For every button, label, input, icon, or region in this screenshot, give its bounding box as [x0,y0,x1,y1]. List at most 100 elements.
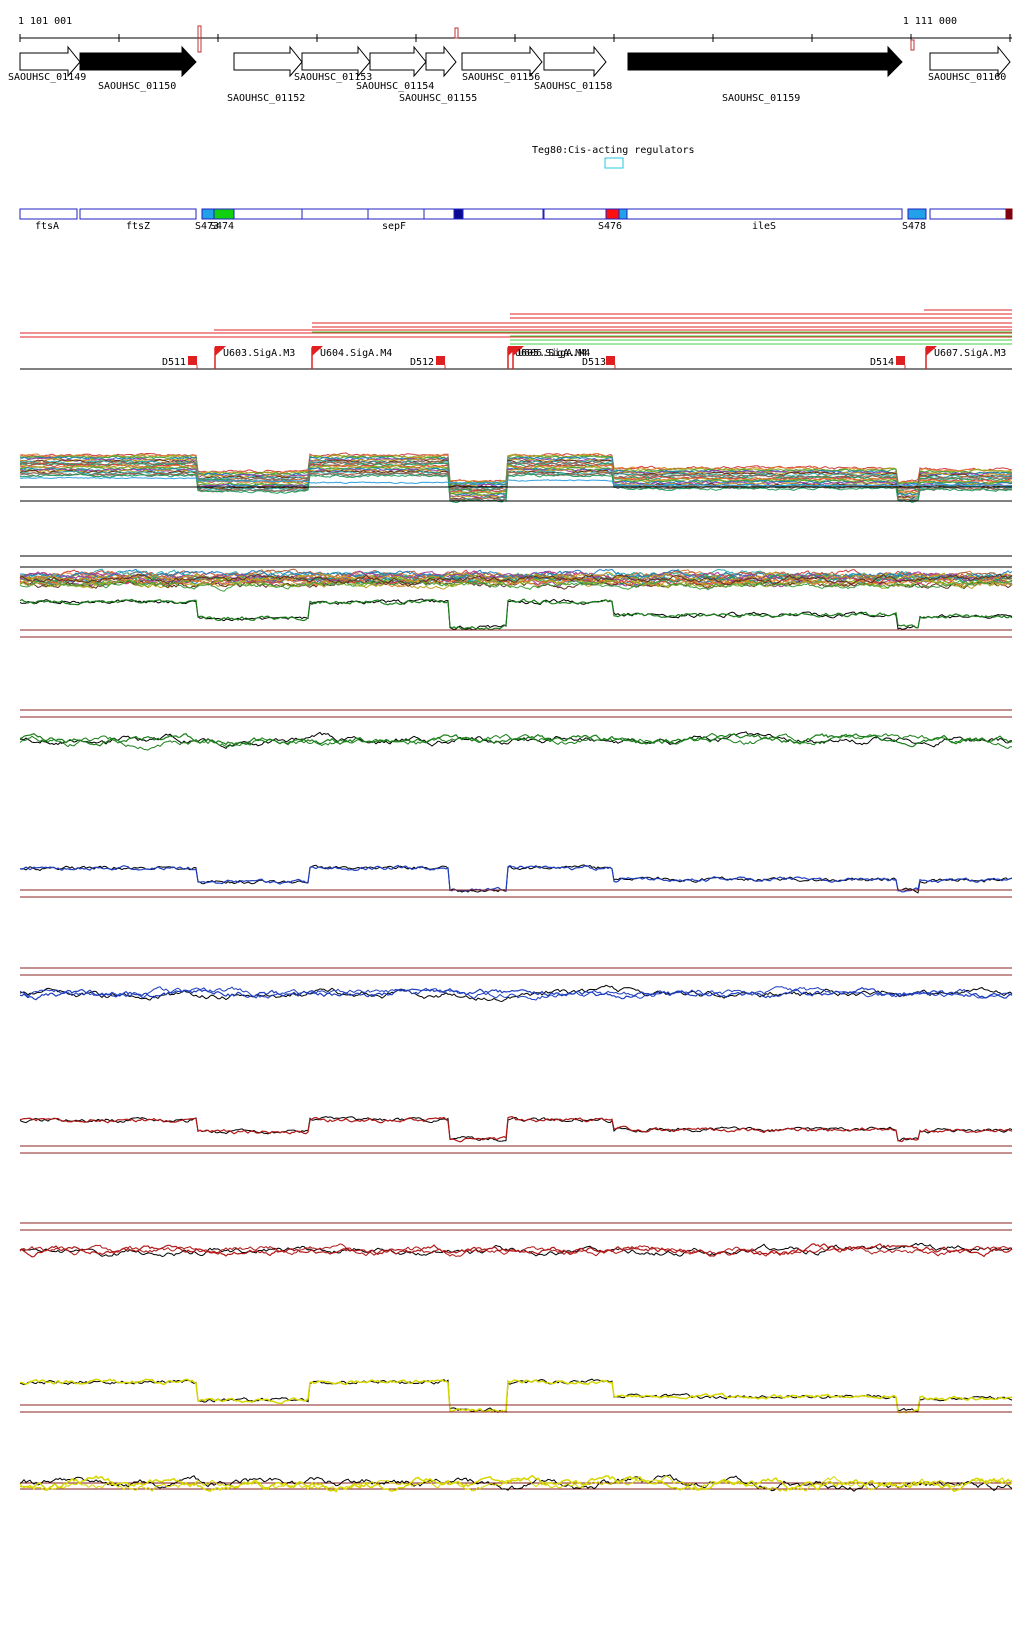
segment-label: ftsA [35,221,59,232]
terminator-label: D513 [582,357,606,368]
segment-box[interactable] [453,208,464,220]
gene-track: SAOUHSC_01149 SAOUHSC_01150 SAOUHSC_0115… [8,45,1011,104]
promoter-marker[interactable]: U603.SigA.M3 [214,346,295,369]
segment-box[interactable] [543,208,607,220]
regulator-annotation: Teg80:Cis-acting regulators [532,145,695,169]
expression-line [19,1474,1013,1492]
gene-arrow[interactable] [627,45,903,78]
segment-label: S473 [195,221,219,232]
segment-box[interactable] [233,208,303,220]
segment-label: S478 [902,221,926,232]
sample-line [19,573,1013,586]
gene-arrow[interactable] [929,45,1011,78]
expression-line [19,732,1013,748]
segment-label: sepF [382,221,406,232]
gene-label: SAOUHSC_01158 [534,81,612,92]
gene-label: SAOUHSC_01160 [928,72,1006,83]
segment-box[interactable] [618,208,628,220]
end-coordinate: 1 111 000 [903,16,957,27]
segment-box[interactable] [907,208,927,220]
segment-box[interactable] [79,208,197,220]
terminator-marker[interactable]: D514 [870,356,906,369]
expression-line [19,1475,1013,1492]
segment-box[interactable] [367,208,425,220]
terminator-marker[interactable]: D512 [410,356,446,369]
sample-line [19,578,1013,590]
gene-arrow[interactable] [425,45,457,78]
gene-label: SAOUHSC_01159 [722,93,800,104]
promoter-label: U605.SigA.M4 [515,348,587,359]
ruler-marker [197,25,202,53]
sample-line [19,571,1013,583]
expression-line [19,598,1013,631]
sample-line [19,476,1013,487]
gene-arrow[interactable] [19,45,81,78]
gene-label: SAOUHSC_01152 [227,93,305,104]
expression-line [19,598,1013,631]
segment-box[interactable] [462,208,544,220]
sample-line [19,455,1013,486]
sample-line [19,462,1013,493]
ruler-marker [454,27,459,39]
gene-arrow[interactable] [461,45,543,78]
segment-label: S474 [210,221,234,232]
promoter-label: U607.SigA.M3 [934,348,1006,359]
expression-tracks [19,452,1013,1493]
gene-label: SAOUHSC_01155 [399,93,477,104]
sample-line [19,461,1013,492]
terminator-marker[interactable]: D513 [582,356,616,369]
sample-line [19,578,1013,592]
regulatory-elements: U603.SigA.M3 U604.SigA.M4 U605.SigA.M4 U… [162,346,1006,369]
gene-label: SAOUHSC_01153 [294,72,372,83]
expression-line [19,1115,1013,1143]
expression-line [19,1243,1013,1258]
ruler-ticks [19,34,1011,42]
segment-box[interactable] [423,208,455,220]
gene-label: SAOUHSC_01150 [98,81,176,92]
expression-line [19,1378,1013,1413]
start-coordinate: 1 101 001 [18,16,72,27]
promoter-marker[interactable]: U606.SigA.M4 [512,346,590,369]
segment-box[interactable] [19,208,78,220]
promoter-marker[interactable]: U604.SigA.M4 [311,346,392,369]
sample-line [19,575,1012,590]
ruler-marker [910,39,915,51]
segment-box[interactable] [626,208,903,220]
transcript-track [20,309,1012,370]
segment-box[interactable] [929,208,1013,220]
sample-line [19,458,1013,489]
expression-line [19,986,1013,1001]
promoter-label: U604.SigA.M4 [320,348,392,359]
segment-box[interactable] [213,208,235,220]
expression-line [19,732,1013,751]
gene-arrow[interactable] [301,45,371,78]
segment-box[interactable] [201,208,215,220]
gene-arrow[interactable] [369,45,427,78]
sample-line [19,458,1013,489]
gene-label: SAOUHSC_01154 [356,81,434,92]
gene-arrow[interactable] [233,45,303,78]
terminator-marker[interactable]: D511 [162,356,198,369]
gene-arrow[interactable] [79,45,197,78]
gene-arrow[interactable] [543,45,607,78]
sample-line [19,468,1013,500]
promoter-label: U603.SigA.M3 [223,348,295,359]
segment-box[interactable] [1005,208,1013,220]
segment-track: ftsA ftsZ S473 S474 sepF S476 ileS S478 [19,208,1013,232]
gene-label: SAOUHSC_01149 [8,72,86,83]
promoter-label: U606.SigA.M4 [518,348,590,359]
terminator-label: D512 [410,357,434,368]
segment-box[interactable] [301,208,369,220]
sample-line [19,473,1013,504]
segment-box[interactable] [605,208,620,220]
coordinate-ruler: 1 101 001 1 111 000 [18,16,1012,53]
terminator-label: D514 [870,357,894,368]
regulator-box[interactable] [604,157,624,169]
segment-label: ileS [752,221,776,232]
promoter-marker[interactable]: U607.SigA.M3 [925,346,1006,369]
gene-label: SAOUHSC_01156 [462,72,540,83]
sample-line [19,568,1013,581]
expression-line [19,864,1013,893]
segment-label: S476 [598,221,622,232]
